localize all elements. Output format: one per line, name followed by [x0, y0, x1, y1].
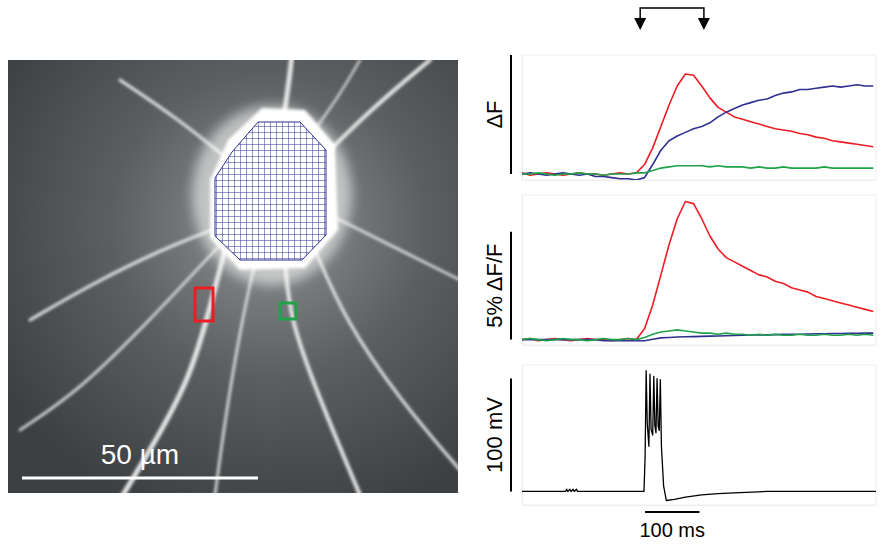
traces — [522, 371, 876, 501]
dendrite — [285, 262, 360, 493]
trace — [522, 330, 873, 341]
y-scale-bar-label: 5% ΔF/F — [482, 243, 507, 327]
x-axis — [523, 345, 877, 346]
roi-soma — [215, 122, 326, 260]
plot-frame — [522, 55, 876, 180]
x-scale-bar — [645, 511, 699, 513]
dendrite — [330, 215, 458, 280]
trace — [522, 371, 876, 501]
panel: 100 mV 100 ms — [482, 365, 877, 541]
y-scale-bar-label: ΔF — [482, 100, 507, 128]
y-axis — [522, 196, 523, 346]
traces — [522, 201, 873, 340]
y-axis — [522, 56, 523, 181]
x-scale-bar-label: 100 ms — [639, 519, 705, 541]
plot-frame — [522, 195, 876, 345]
dendrite — [20, 245, 220, 430]
panel: ΔF — [482, 8, 877, 181]
trace — [522, 201, 873, 340]
dendrite — [215, 262, 255, 493]
y-axis-line — [522, 56, 523, 181]
soma — [210, 108, 338, 270]
x-axis — [523, 505, 877, 506]
panel: 5% ΔF/F — [482, 195, 877, 346]
stimulus-bracket — [634, 8, 710, 30]
soma-glow — [192, 105, 352, 285]
micrograph: 50 µm — [8, 55, 460, 500]
roi-dendrite-red — [195, 288, 213, 321]
bracket-arrow — [698, 18, 710, 30]
dendrite — [315, 250, 458, 470]
bracket-line — [640, 8, 704, 20]
roi-dendrite-green — [280, 303, 296, 319]
trace — [522, 85, 873, 180]
scale-bar-label: 50 µm — [101, 439, 179, 470]
dendrites — [20, 60, 458, 493]
trace — [522, 74, 873, 175]
y-scale-bar — [510, 379, 512, 492]
plot-frame — [522, 365, 876, 505]
y-scale-bar — [510, 55, 512, 174]
y-scale-bar-label: 100 mV — [482, 397, 507, 473]
trace — [522, 166, 873, 176]
x-axis-line — [523, 345, 877, 346]
y-axis-line — [522, 196, 523, 346]
y-axis-line — [522, 366, 523, 506]
x-axis — [523, 180, 877, 181]
figure: 50 µm ΔF 5% ΔF/F 100 mV 100 ms — [0, 0, 881, 549]
y-axis — [522, 366, 523, 506]
traces — [522, 74, 873, 180]
x-axis-line — [523, 505, 877, 506]
bracket-arrow — [634, 18, 646, 30]
scale-bar — [22, 477, 258, 480]
image-background — [8, 60, 458, 493]
x-axis-line — [523, 180, 877, 181]
y-scale-bar — [510, 232, 512, 340]
